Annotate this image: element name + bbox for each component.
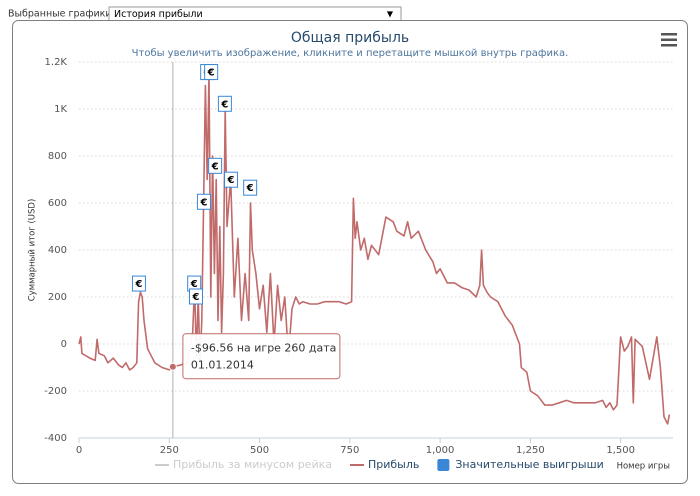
tooltip-point xyxy=(168,362,177,371)
flag-box xyxy=(188,288,203,305)
selector-label: Выбранные графики: xyxy=(8,9,115,20)
x-tick-label: 1,500 xyxy=(606,445,635,456)
flag-box xyxy=(243,179,258,196)
x-tick-label: 1,000 xyxy=(426,445,455,456)
y-tick-label: 200 xyxy=(48,292,67,303)
flag: € xyxy=(208,157,223,174)
flag-box xyxy=(196,193,211,210)
flag-box xyxy=(208,157,223,174)
x-tick-label: 1,250 xyxy=(516,445,545,456)
chart-select-value: История прибыли xyxy=(114,9,203,20)
tooltip-box xyxy=(182,333,341,380)
menu-bar xyxy=(661,33,677,36)
legend-item[interactable]: Прибыль за минусом рейка xyxy=(155,458,332,471)
x-tick-label: 250 xyxy=(160,445,179,456)
y-tick-label: -200 xyxy=(44,386,67,397)
chart-subtitle: Чтобы увеличить изображение, кликните и … xyxy=(132,48,569,59)
flag: € xyxy=(204,64,219,81)
profit-line xyxy=(78,73,671,425)
flag-symbol: € xyxy=(134,279,142,290)
legend-label: Прибыль за минусом рейка xyxy=(173,458,332,471)
tooltip-text: -$96.56 на игре 260 дата xyxy=(191,342,337,355)
flag-box xyxy=(131,275,146,292)
flag: € xyxy=(217,95,232,112)
y-tick-label: 1K xyxy=(54,104,67,115)
flag-symbol: € xyxy=(192,292,200,303)
legend-swatch xyxy=(437,459,450,471)
flag-symbol: € xyxy=(246,183,254,194)
x-axis-title: Номер игры xyxy=(617,462,670,472)
flag-symbol: € xyxy=(190,279,198,290)
y-tick-label: 0 xyxy=(61,339,67,350)
flag-symbol: € xyxy=(199,197,207,208)
legend-label: Значительные выигрыши xyxy=(455,458,603,471)
flag: € xyxy=(224,171,239,188)
y-tick-label: -400 xyxy=(44,433,67,444)
flag-symbol: € xyxy=(207,68,215,79)
menu-button[interactable] xyxy=(661,33,677,47)
y-tick-label: 600 xyxy=(48,198,67,209)
x-tick-label: 0 xyxy=(76,445,82,456)
flag-box xyxy=(204,64,219,81)
flag: € xyxy=(131,275,146,292)
legend-label: Прибыль xyxy=(368,458,419,471)
flag-symbol: € xyxy=(211,161,219,172)
flag: € xyxy=(188,288,203,305)
flag-box xyxy=(224,171,239,188)
chart-frame xyxy=(12,20,688,484)
flag-box xyxy=(217,95,232,112)
legend-item[interactable]: Значительные выигрыши xyxy=(437,458,604,471)
tooltip-text: 01.01.2014 xyxy=(191,359,254,372)
flag-symbol: € xyxy=(220,99,228,110)
flag: € xyxy=(196,193,211,210)
menu-bar xyxy=(661,44,677,47)
legend-item[interactable]: Прибыль xyxy=(349,458,419,471)
menu-bar xyxy=(661,38,677,41)
y-tick-label: 1.2K xyxy=(45,57,68,68)
y-tick-label: 800 xyxy=(48,151,67,162)
x-tick-label: 750 xyxy=(340,445,359,456)
flag: € xyxy=(243,179,258,196)
flag-symbol: € xyxy=(227,175,235,186)
chart-title: Общая прибыль xyxy=(291,30,409,46)
y-axis-title: Суммарный итог (USD) xyxy=(28,199,38,302)
y-tick-label: 400 xyxy=(48,245,67,256)
select-arrow: ▼ xyxy=(387,10,394,19)
x-tick-label: 500 xyxy=(250,445,269,456)
